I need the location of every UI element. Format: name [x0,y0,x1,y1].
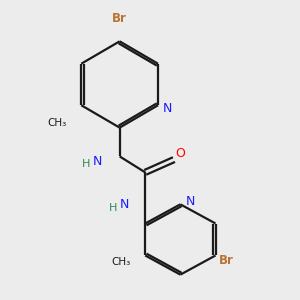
Text: N: N [93,155,102,168]
Text: O: O [176,147,185,160]
Text: Br: Br [112,13,127,26]
Text: Br: Br [219,254,234,267]
Text: N: N [163,102,172,115]
Text: N: N [185,195,195,208]
Text: CH₃: CH₃ [48,118,67,128]
Text: N: N [120,198,129,211]
Text: H: H [109,202,117,212]
Text: CH₃: CH₃ [112,257,131,267]
Text: H: H [82,159,90,170]
